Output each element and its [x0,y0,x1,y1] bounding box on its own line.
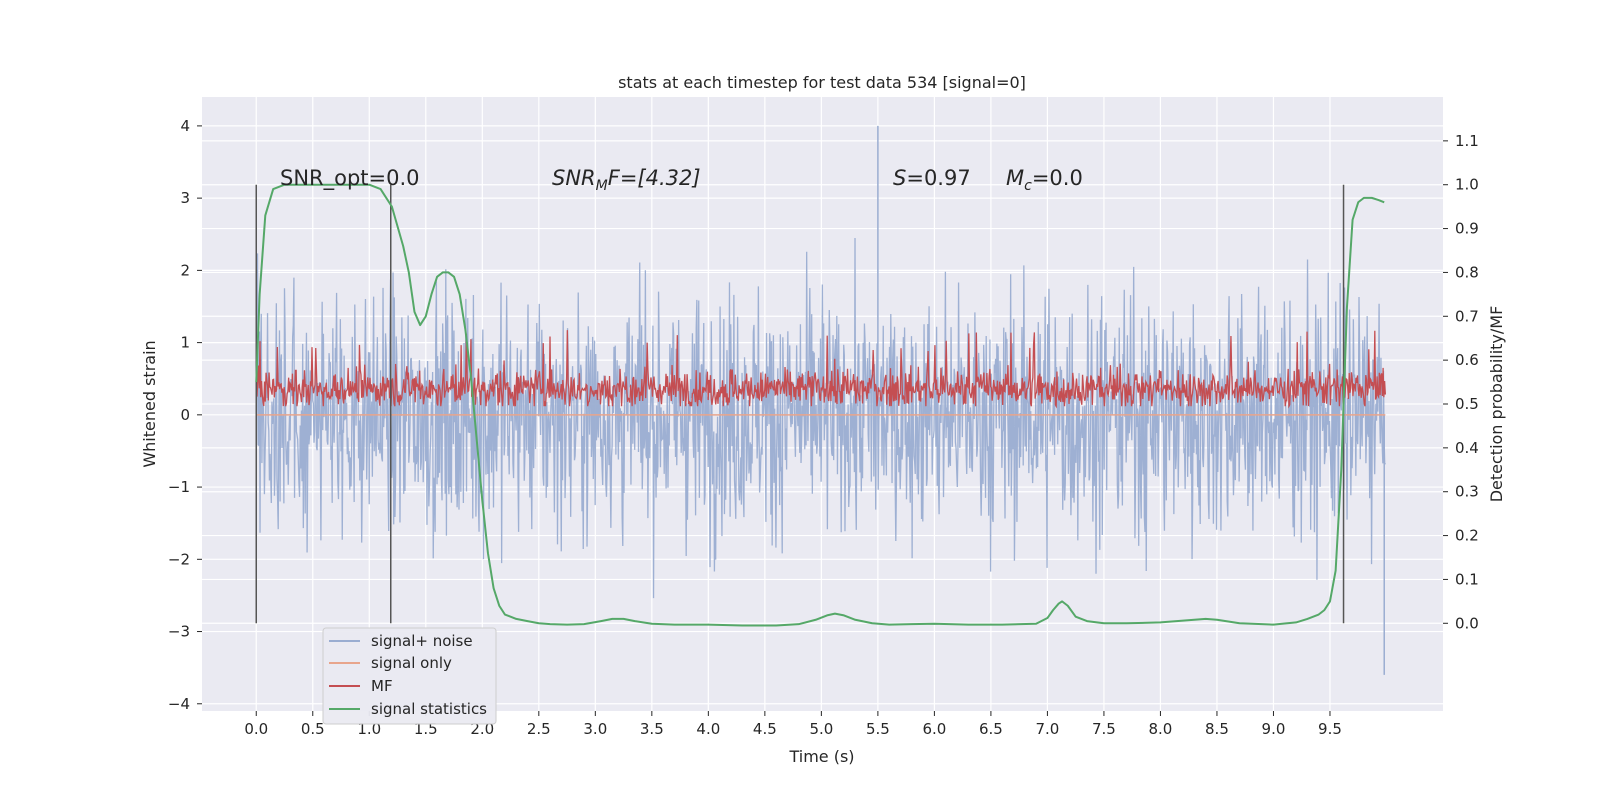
annotation-snr-mf-sym: SNR [552,166,596,190]
annotation-mc-sub: c [1024,178,1032,194]
x-tick-label: 9.0 [1262,720,1286,738]
x-tick-label: 6.5 [979,720,1003,738]
x-tick-label: 5.5 [866,720,890,738]
annotation-snr-mf: SNRMF=[4.32] [552,166,701,194]
y-right-tick-label: 0.0 [1455,614,1479,632]
signal-statistics-series [255,183,1385,627]
y-right-tick-label: 0.8 [1455,263,1479,281]
x-axis-label: Time (s) [788,747,854,766]
legend-label-signal-statistics: signal statistics [371,700,487,718]
legend-label-signal-only: signal only [371,654,452,672]
annotation-snr-mf-f: F=[4.32] [608,166,701,190]
y-right-tick-label: 0.6 [1455,351,1479,369]
x-tick-label: 5.0 [809,720,833,738]
signal-noise-series [255,125,1386,675]
x-tick-label: 8.0 [1149,720,1173,738]
y-left-tick-label: −4 [168,695,190,713]
x-tick-label: 4.5 [753,720,777,738]
x-tick-label: 0.0 [244,720,268,738]
y-left-tick-label: 2 [180,261,190,279]
annotation-s: S=0.97 [893,166,971,190]
y-right-axis-label: Detection probability/MF [1487,306,1506,503]
annotation-mc-sym: M [1006,166,1024,190]
legend-label-signal-noise: signal+ noise [371,632,473,650]
x-tick-label: 8.5 [1205,720,1229,738]
y-right-ticks: 1.1 1.0 0.9 0.8 0.7 0.6 0.5 0.4 0.3 0.2 0.1 0.0 [1443,132,1479,632]
y-right-tick-label: 0.4 [1455,439,1479,457]
y-left-tick-label: 3 [180,189,190,207]
x-tick-label: 7.5 [1092,720,1116,738]
x-tick-label: 3.5 [640,720,664,738]
x-tick-label: 0.5 [301,720,325,738]
y-right-tick-label: 0.5 [1455,395,1479,413]
x-tick-label: 4.0 [696,720,720,738]
y-left-tick-label: 4 [180,117,190,135]
annotation-snr-mf-rest: F=[4.32] [608,166,701,190]
y-left-ticks: 4 3 2 1 0 −1 −2 −3 −4 [168,117,202,713]
mf-line [255,330,1387,409]
y-right-tick-label: 0.2 [1455,527,1479,545]
x-tick-label: 2.5 [527,720,551,738]
y-left-tick-label: −2 [168,550,190,568]
annotation-mc-rest: =0.0 [1032,166,1083,190]
y-left-tick-label: −3 [168,623,190,641]
mf-series [255,330,1387,409]
y-left-tick-label: 1 [180,334,190,352]
signal-statistics-line [255,183,1385,627]
legend: signal+ noise signal only MF signal stat… [322,627,497,725]
y-right-tick-label: 0.1 [1455,570,1479,588]
y-left-tick-label: −1 [168,478,190,496]
legend-box [322,627,497,725]
annotation-snr-mf-sub: M [596,178,608,194]
annotation-mc: Mc=0.0 [1006,166,1083,194]
annotation-s-rest: =0.97 [906,166,970,190]
signal-noise-line [255,238,1386,599]
y-left-tick-label: 0 [180,406,190,424]
y-right-tick-label: 0.7 [1455,307,1479,325]
x-tick-label: 3.0 [583,720,607,738]
annotation-s-sym: S [893,166,906,190]
x-tick-label: 9.5 [1318,720,1342,738]
y-right-tick-label: 0.9 [1455,220,1479,238]
x-tick-label: 6.0 [922,720,946,738]
y-right-tick-label: 0.3 [1455,483,1479,501]
legend-label-mf: MF [371,677,393,695]
annotation-snr-opt: SNR_opt=0.0 [280,166,420,191]
y-right-tick-label: 1.1 [1455,132,1479,150]
y-left-axis-label: Whitened strain [140,340,159,467]
x-tick-label: 7.0 [1035,720,1059,738]
y-right-tick-label: 1.0 [1455,176,1479,194]
chart-title: stats at each timestep for test data 534… [618,73,1026,92]
